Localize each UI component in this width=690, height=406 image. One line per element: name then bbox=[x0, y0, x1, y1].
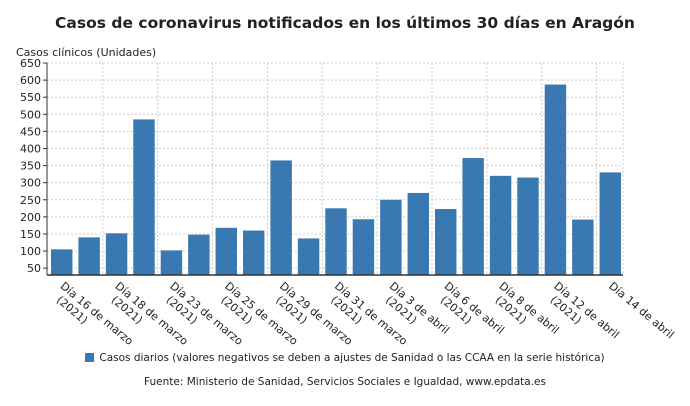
bar bbox=[517, 177, 539, 275]
chart-title: Casos de coronavirus notificados en los … bbox=[55, 14, 635, 32]
bar bbox=[544, 84, 567, 276]
bar bbox=[599, 172, 621, 275]
bar-chart: 50 100 150 200 250 300 350 400 450 500 550 600 650 Dí… bbox=[20, 57, 677, 348]
y-tick-label: 150 bbox=[20, 228, 41, 241]
bar bbox=[489, 175, 512, 275]
y-tick-label: 250 bbox=[20, 194, 41, 207]
bar bbox=[133, 119, 155, 275]
y-tick-label: 650 bbox=[20, 57, 41, 70]
legend-swatch bbox=[85, 353, 95, 362]
bar bbox=[435, 209, 457, 275]
y-tick-label: 50 bbox=[27, 262, 41, 275]
x-tick-label: Día 6 de abril(2021) bbox=[438, 279, 507, 336]
y-tick-label: 600 bbox=[20, 74, 41, 87]
y-tick-label: 550 bbox=[20, 91, 41, 104]
x-tick-label: Día 8 de abril(2021) bbox=[493, 279, 562, 336]
bar bbox=[462, 158, 484, 275]
y-tick-label: 400 bbox=[20, 142, 41, 155]
y-tick-label: 350 bbox=[20, 160, 41, 173]
bar bbox=[297, 238, 320, 275]
bar bbox=[380, 199, 402, 275]
legend-label: Casos diarios (valores negativos se debe… bbox=[99, 352, 605, 364]
bar bbox=[160, 250, 183, 275]
bar bbox=[188, 234, 210, 275]
bar bbox=[105, 233, 128, 275]
bar bbox=[572, 219, 594, 275]
legend: Casos diarios (valores negativos se debe… bbox=[0, 352, 690, 364]
y-tick-label: 450 bbox=[20, 125, 41, 138]
bar bbox=[215, 227, 237, 275]
bar bbox=[51, 249, 73, 275]
bar bbox=[352, 219, 375, 275]
bar bbox=[407, 192, 429, 275]
y-tick-label: 500 bbox=[20, 108, 41, 121]
source-note: Fuente: Ministerio de Sanidad, Servicios… bbox=[144, 376, 546, 388]
y-axis-label: Casos clínicos (Unidades) bbox=[16, 46, 157, 59]
bar bbox=[78, 237, 100, 275]
y-tick-label: 300 bbox=[20, 177, 41, 190]
bar bbox=[270, 160, 292, 275]
y-tick-label: 100 bbox=[20, 245, 41, 258]
bar bbox=[325, 208, 347, 275]
y-tick-label: 200 bbox=[20, 211, 41, 224]
bar bbox=[243, 230, 265, 275]
